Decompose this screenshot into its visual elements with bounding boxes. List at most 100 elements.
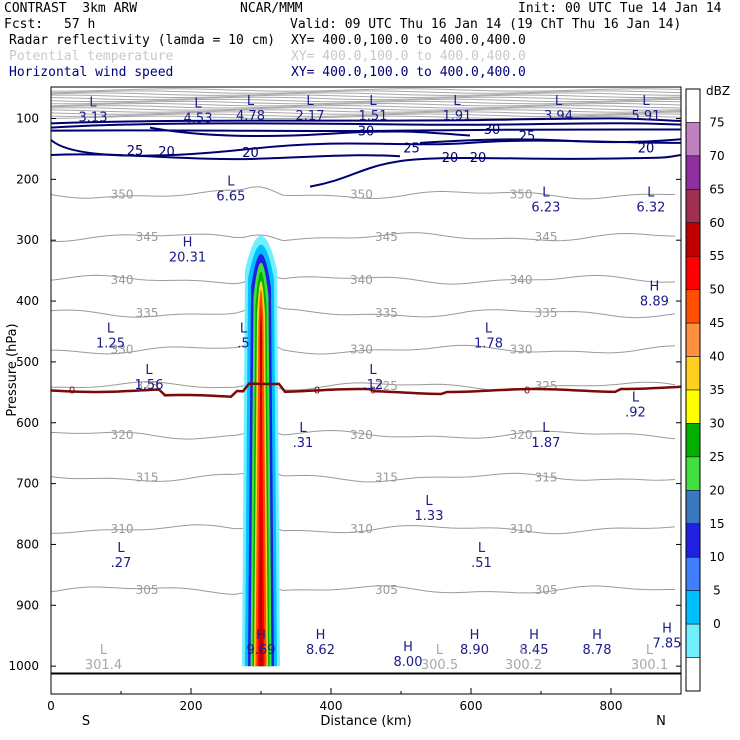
colorbar-swatch xyxy=(685,255,701,290)
field-theta: Potential temperature xyxy=(9,49,174,64)
colorbar-swatch xyxy=(685,423,701,458)
extremum-H: H xyxy=(650,280,660,295)
colorbar-swatch xyxy=(685,490,701,525)
extremum-value: .12 xyxy=(363,378,384,393)
extremum-H: H xyxy=(183,235,193,250)
model-title: CONTRAST 3km ARW xyxy=(4,1,138,16)
theta-label: 315 xyxy=(535,471,558,485)
extremum-L: L xyxy=(306,94,314,109)
theta-label: 305 xyxy=(535,583,558,597)
extremum-value: 8.90 xyxy=(460,643,489,658)
colorbar-swatch xyxy=(685,657,701,692)
colorbar-swatch xyxy=(685,155,701,190)
theta-label: 340 xyxy=(350,273,373,287)
x-tick-label: 800 xyxy=(600,699,623,713)
extremum-value: .92 xyxy=(625,405,646,420)
extremum-L: L xyxy=(240,322,248,337)
theta-contour-330 xyxy=(51,340,676,355)
theta-label: 315 xyxy=(136,471,159,485)
theta-label: 340 xyxy=(111,273,134,287)
y-axis-label: Pressure (hPa) xyxy=(5,323,20,416)
theta-contour-325 xyxy=(51,381,676,392)
extremum-H: H xyxy=(662,622,672,637)
freezing-level-label: 0 xyxy=(524,385,530,396)
extremum-value: 6.65 xyxy=(216,189,245,204)
stratospheric-isentrope xyxy=(51,115,681,119)
x-tick-label: 200 xyxy=(180,699,203,713)
colorbar-label: 65 xyxy=(709,182,724,196)
y-tick-label: 600 xyxy=(16,416,39,430)
theta-contour-320 xyxy=(51,428,676,440)
extremum-L: L xyxy=(227,174,235,189)
colorbar-label: 5 xyxy=(713,584,721,598)
x-tick-label: 600 xyxy=(460,699,483,713)
colorbar-swatch xyxy=(685,122,701,157)
extremum-value: 2.17 xyxy=(296,109,325,124)
theta-label: 305 xyxy=(375,583,398,597)
colorbar-frame xyxy=(685,88,701,692)
extremum-value: .27 xyxy=(111,556,132,571)
theta-contour-345 xyxy=(51,232,676,243)
colorbar-swatch xyxy=(685,189,701,224)
extremum-value: .5 xyxy=(237,337,249,352)
y-tick-label: 700 xyxy=(16,477,39,491)
colorbar-swatch xyxy=(685,556,701,591)
init-time: Init: 00 UTC Tue 14 Jan 14 xyxy=(518,1,722,16)
theta-label: 330 xyxy=(510,343,533,357)
extremum-value: 3.13 xyxy=(79,110,108,125)
colorbar-swatch xyxy=(685,523,701,558)
wind-speed-label: 25 xyxy=(127,144,144,159)
x-tick-label: 0 xyxy=(47,699,55,713)
extremum-L: L xyxy=(453,94,461,109)
theta-contour-305 xyxy=(51,585,675,595)
stratospheric-isentrope xyxy=(51,88,681,92)
wind-speed-label: 20 xyxy=(158,145,175,160)
extremum-L: L xyxy=(632,390,640,405)
colorbar-swatch xyxy=(685,322,701,357)
extremum-L: L xyxy=(647,185,655,200)
stratospheric-isentrope xyxy=(51,94,681,98)
field-wind-xy: XY= 400.0,100.0 to 400.0,400.0 xyxy=(291,65,526,80)
theta-label: 325 xyxy=(375,379,398,393)
wind-speed-label: 25 xyxy=(519,130,536,145)
colorbar-label: 75 xyxy=(709,115,724,129)
theta-label: 340 xyxy=(510,273,533,287)
colorbar-swatch xyxy=(685,222,701,257)
field-reflectivity: Radar reflectivity (lamda = 10 cm) xyxy=(9,33,276,48)
extremum-value: 1.91 xyxy=(443,109,472,124)
orientation-south: S xyxy=(82,714,90,729)
forecast-hours: 57 h xyxy=(64,17,96,32)
theta-label: 350 xyxy=(350,188,373,202)
extremum-value: 7.85 xyxy=(653,637,682,652)
theta-label: 330 xyxy=(350,343,373,357)
theta-extremum-value: 300.5 xyxy=(421,658,458,673)
extremum-value: 1.25 xyxy=(96,337,125,352)
extremum-H: H xyxy=(529,628,539,643)
extremum-value: 1.56 xyxy=(135,378,164,393)
center-name: NCAR/MMM xyxy=(240,1,303,16)
extremum-value: 8.00 xyxy=(394,655,423,670)
theta-extremum-L: L xyxy=(436,643,444,658)
y-tick-label: 800 xyxy=(16,537,39,551)
theta-label: 350 xyxy=(510,188,533,202)
extremum-H: H xyxy=(592,628,602,643)
extremum-value: 1.51 xyxy=(359,109,388,124)
field-theta-xy: XY= 400.0,100.0 to 400.0,400.0 xyxy=(291,49,526,64)
wind-speed-contour xyxy=(51,153,401,161)
extremum-value: 8.78 xyxy=(583,643,612,658)
extremum-value: 5.91 xyxy=(632,109,661,124)
colorbar-label: 70 xyxy=(709,149,724,163)
extremum-L: L xyxy=(145,363,153,378)
colorbar-label: 15 xyxy=(709,517,724,531)
theta-contour-315 xyxy=(51,469,676,483)
stratospheric-isentrope xyxy=(51,109,681,113)
extremum-L: L xyxy=(369,94,377,109)
freezing-level-line xyxy=(51,382,681,398)
theta-label: 320 xyxy=(350,428,373,442)
extremum-value: 3.94 xyxy=(544,109,573,124)
extremum-H: H xyxy=(256,628,266,643)
extremum-H: H xyxy=(316,628,326,643)
theta-label: 310 xyxy=(350,522,373,536)
stratospheric-isentrope xyxy=(51,98,681,103)
theta-label: 350 xyxy=(111,188,134,202)
